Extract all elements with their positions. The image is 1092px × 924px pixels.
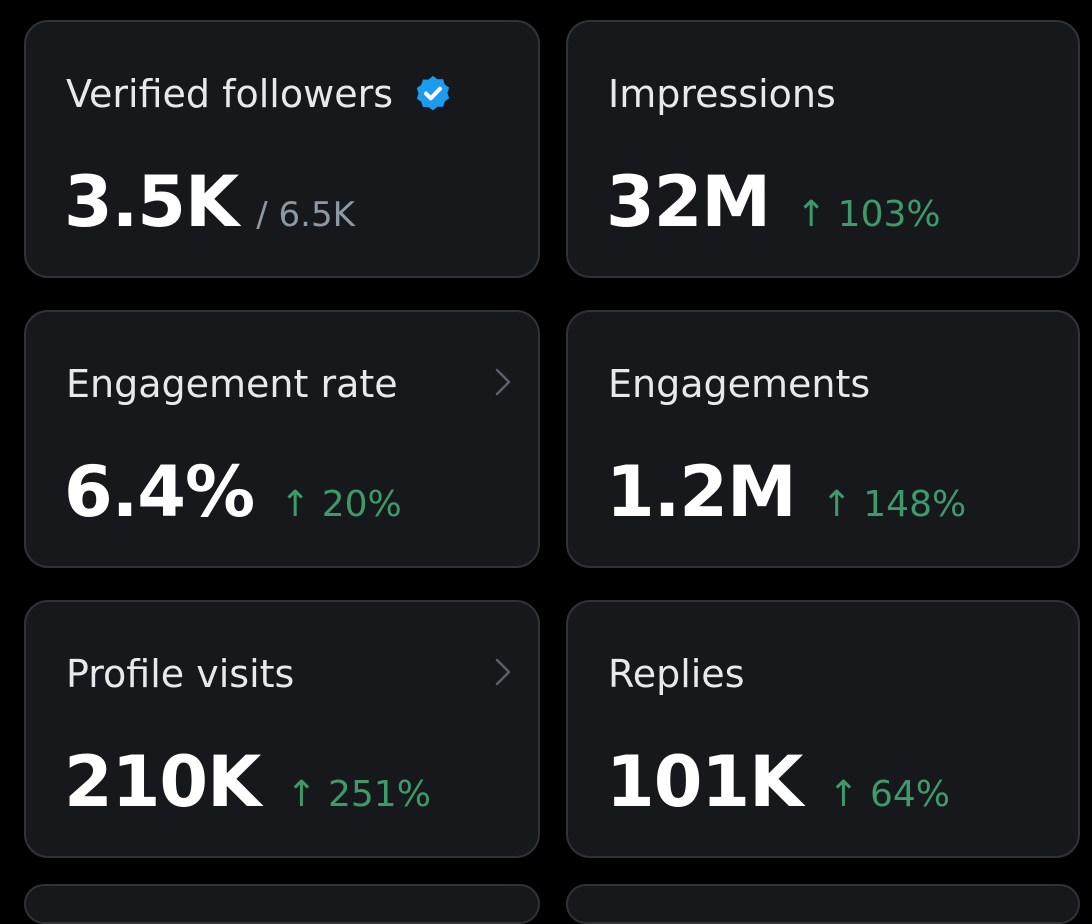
impressions-value: 32M — [606, 161, 771, 243]
engagements-card[interactable]: Engagements 1.2M ↑ 148% — [566, 310, 1080, 568]
value-row: 210K ↑ 251% — [64, 742, 431, 822]
value-row: 6.4% ↑ 20% — [64, 452, 402, 532]
card-label: Engagements — [608, 362, 871, 406]
next-card-peek-right — [566, 884, 1080, 924]
replies-card[interactable]: Replies 101K ↑ 64% — [566, 600, 1080, 858]
verified-followers-value: 3.5K — [64, 161, 239, 243]
engagement-rate-card[interactable]: Engagement rate 6.4% ↑ 20% — [24, 310, 540, 568]
impressions-card[interactable]: Impressions 32M ↑ 103% — [566, 20, 1080, 278]
chevron-right-icon[interactable] — [492, 656, 514, 688]
replies-change: ↑ 64% — [828, 774, 950, 815]
profile-visits-card[interactable]: Profile visits 210K ↑ 251% — [24, 600, 540, 858]
profile-visits-change: ↑ 251% — [286, 774, 431, 815]
chevron-right-icon[interactable] — [492, 366, 514, 398]
engagements-value: 1.2M — [606, 451, 797, 533]
profile-visits-value: 210K — [64, 741, 261, 823]
verified-followers-total: / 6.5K — [256, 195, 355, 235]
next-card-peek-left — [24, 884, 540, 924]
verified-badge-icon — [416, 75, 450, 111]
value-row: 32M ↑ 103% — [606, 162, 941, 242]
engagement-rate-value: 6.4% — [64, 451, 255, 533]
value-row: 101K ↑ 64% — [606, 742, 950, 822]
card-label: Profile visits — [66, 652, 295, 696]
card-label: Replies — [608, 652, 745, 696]
value-row: 3.5K / 6.5K — [64, 162, 355, 242]
card-label: Impressions — [608, 72, 836, 116]
impressions-change: ↑ 103% — [796, 194, 941, 235]
engagements-change: ↑ 148% — [821, 484, 967, 525]
value-row: 1.2M ↑ 148% — [606, 452, 966, 532]
replies-value: 101K — [606, 741, 803, 823]
card-label: Verified followers — [66, 72, 393, 116]
card-label: Engagement rate — [66, 362, 398, 406]
verified-followers-card[interactable]: Verified followers 3.5K / 6.5K — [24, 20, 540, 278]
verified-followers-label-row: Verified followers — [66, 70, 455, 118]
engagement-rate-change: ↑ 20% — [280, 484, 402, 525]
